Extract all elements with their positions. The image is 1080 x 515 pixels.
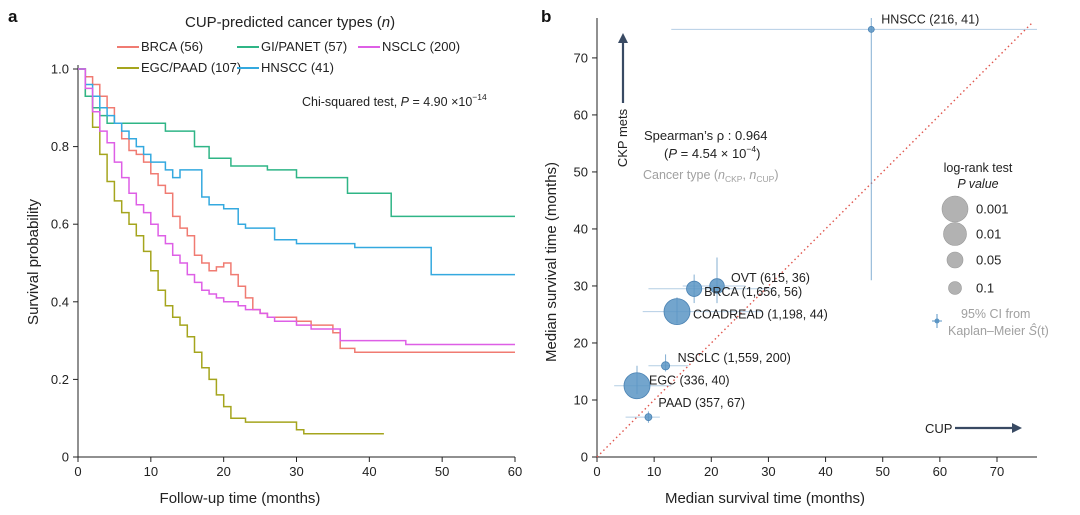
axes: 0 10 20 30 40 50 60 70 0 10 20 30 40 50 60 70	[574, 18, 1037, 479]
x-tick-label: 10	[144, 464, 158, 479]
point-label-brca: BRCA (1,656, 56)	[704, 285, 802, 299]
x-axis-label: Median survival time (months)	[665, 490, 865, 507]
point-marker-paad	[644, 413, 653, 421]
series-line-hnscc-41	[78, 68, 515, 276]
y-tick-label: 0.6	[51, 217, 69, 232]
legend-title: CUP-predicted cancer types (n)	[185, 14, 395, 31]
legend-label-nsclc-200: NSCLC (200)	[382, 39, 460, 54]
panel-b-scatter-chart: b 0 10 20 30 40 50 60 70 0 10 20 30 40 50 60 70 HNSCC (…	[541, 7, 1049, 507]
size-legend-label: 0.1	[976, 281, 994, 296]
point-marker-ovt	[709, 278, 725, 294]
chi-squared-annotation: Chi-squared test, P = 4.90 ×10−14	[302, 92, 487, 109]
point-label-coadread: COADREAD (1,198, 44)	[693, 308, 828, 322]
size-legend: 0.001 0.01 0.05 0.1	[941, 195, 1009, 296]
x-tick-label: 60	[933, 464, 947, 479]
y-tick-label: 0	[62, 450, 69, 465]
x-tick-label: 20	[704, 464, 718, 479]
x-tick-label: 50	[875, 464, 889, 479]
y-arrow-label: CKP mets	[615, 108, 630, 167]
y-tick-label: 50	[574, 164, 588, 179]
legend-label-hnscc-41: HNSCC (41)	[261, 60, 334, 75]
y-tick-label: 0.8	[51, 139, 69, 154]
y-tick-label: 70	[574, 50, 588, 65]
ci-legend-line2: Kaplan–Meier Ŝ(t)	[948, 323, 1049, 338]
series-line-egc-paad-107	[78, 68, 384, 435]
spearman-p-value: (P = 4.54 × 10−4)	[664, 144, 760, 161]
x-tick-label: 40	[818, 464, 832, 479]
y-tick-label: 1.0	[51, 62, 69, 77]
point-marker-brca	[686, 280, 703, 297]
legend: BRCA (56) GI/PANET (57) NSCLC (200) EGC/PAA…	[117, 39, 460, 75]
y-tick-label: 30	[574, 278, 588, 293]
panel-b-label: b	[541, 7, 551, 26]
point-label-hnscc: HNSCC (216, 41)	[881, 12, 979, 26]
y-tick-label: 0	[581, 450, 588, 465]
panel-a-survival-chart: a CUP-predicted cancer types (n) BRCA (5…	[8, 7, 522, 507]
spearman-line: Spearman’s ρ : 0.964	[644, 128, 768, 143]
size-legend-circle	[948, 281, 962, 295]
y-tick-label: 10	[574, 392, 588, 407]
legend-label-gi-panet-57: GI/PANET (57)	[261, 39, 347, 54]
size-legend-circle	[941, 195, 969, 223]
point-label-paad: PAAD (357, 67)	[658, 396, 745, 410]
y-tick-label: 40	[574, 221, 588, 236]
point-marker-egc	[623, 372, 651, 400]
x-tick-label: 20	[216, 464, 230, 479]
series-lines	[78, 68, 515, 435]
size-legend-circle	[943, 222, 967, 246]
series-line-gi-panet-57	[78, 68, 515, 218]
y-tick-label: 0.2	[51, 372, 69, 387]
x-tick-label: 60	[508, 464, 522, 479]
size-legend-label: 0.01	[976, 227, 1001, 242]
x-tick-label: 30	[289, 464, 303, 479]
x-tick-label: 0	[593, 464, 600, 479]
x-tick-label: 30	[761, 464, 775, 479]
size-legend-title: log-rank test	[944, 161, 1013, 175]
point-label-nsclc: NSCLC (1,559, 200)	[678, 351, 791, 365]
panel-a-label: a	[8, 7, 18, 26]
axes: 0 10 20 30 40 50 60 0 0.2 0.4 0.6 0.8 1.0	[51, 62, 522, 480]
legend-label-brca-56: BRCA (56)	[141, 39, 203, 54]
cancer-type-note: Cancer type (nCKP, nCUP)	[643, 168, 779, 184]
size-legend-circle	[946, 251, 964, 269]
series-line-nsclc-200	[78, 68, 515, 346]
identity-diagonal	[596, 23, 1032, 458]
legend-label-egc-paad-107: EGC/PAAD (107)	[141, 60, 241, 75]
y-axis-label: Survival probability	[25, 199, 42, 325]
y-tick-label: 0.4	[51, 294, 69, 309]
point-marker-nsclc	[661, 361, 671, 371]
x-axis-label: Follow-up time (months)	[160, 490, 321, 507]
x-tick-label: 70	[990, 464, 1004, 479]
size-legend-label: 0.001	[976, 202, 1009, 217]
y-axis-label: Median survival time (months)	[543, 162, 560, 362]
ci-legend-line1: 95% CI from	[961, 307, 1030, 321]
x-tick-label: 10	[647, 464, 661, 479]
ci-legend-marker	[934, 318, 940, 324]
point-marker-coadread	[663, 298, 691, 326]
y-tick-label: 60	[574, 107, 588, 122]
y-tick-label: 20	[574, 335, 588, 350]
point-label-egc: EGC (336, 40)	[649, 374, 730, 388]
x-arrow-label: CUP	[925, 421, 952, 436]
scatter-points: HNSCC (216, 41) OVT (615, 36)BRCA (1,656,…	[614, 12, 1037, 423]
point-marker-hnscc	[867, 25, 875, 33]
point-label-ovt: OVT (615, 36)	[731, 271, 810, 285]
y-arrow-head	[618, 33, 628, 43]
x-tick-label: 50	[435, 464, 449, 479]
x-tick-label: 0	[74, 464, 81, 479]
size-legend-subtitle: P value	[957, 177, 998, 191]
x-tick-label: 40	[362, 464, 376, 479]
size-legend-label: 0.05	[976, 253, 1001, 268]
x-arrow-head	[1012, 423, 1022, 433]
